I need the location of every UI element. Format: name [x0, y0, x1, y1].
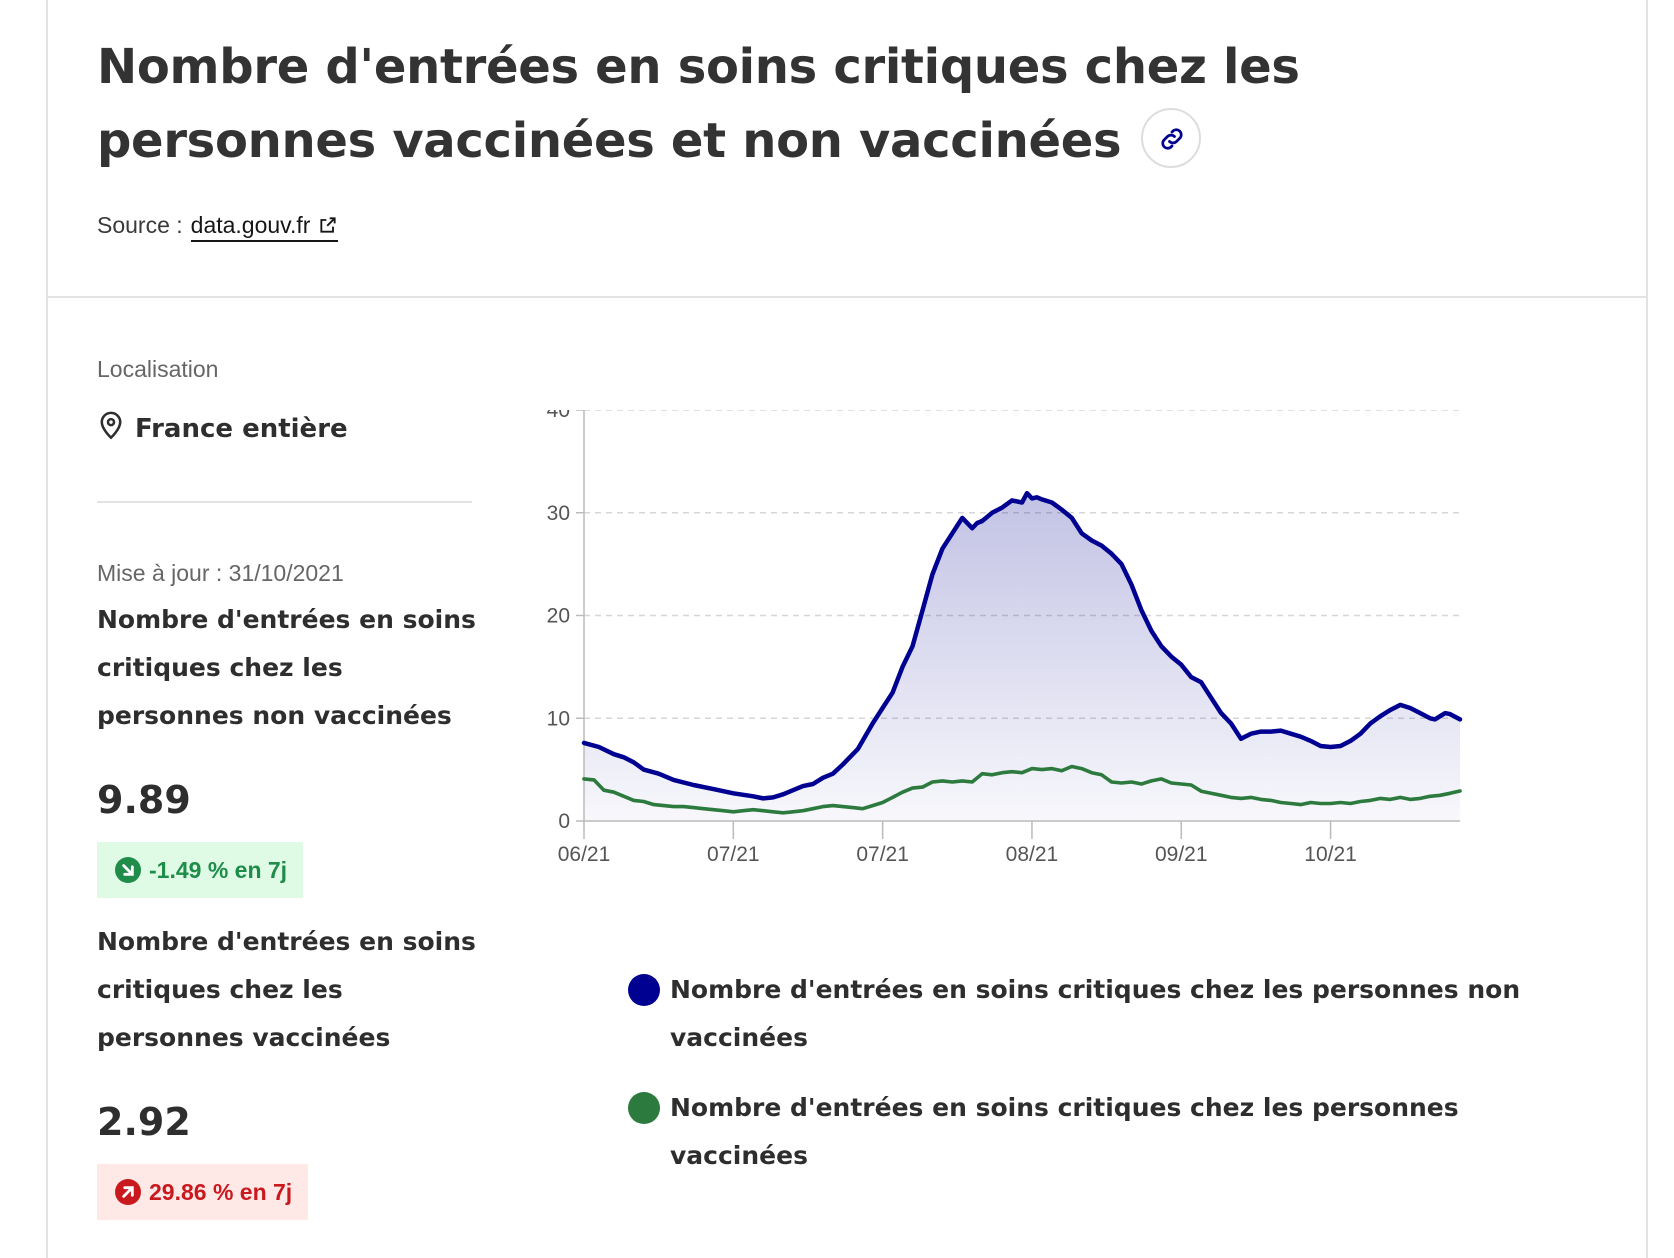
y-tick-label-20: 20 [547, 605, 570, 628]
sidebar-divider [97, 501, 472, 503]
arrow-down-right-icon [115, 857, 141, 883]
localisation-label: Localisation [97, 356, 219, 382]
series-line-0 [581, 490, 1463, 801]
x-tick-label-0: 06/21 [558, 843, 611, 866]
header-divider [46, 296, 1648, 298]
update-date: Mise à jour : 31/10/2021 [97, 560, 344, 586]
source-line: Source : data.gouv.fr [97, 212, 339, 242]
page-title-text: Nombre d'entrées en soins critiques chez… [97, 39, 1300, 169]
arrow-up-right-icon [115, 1179, 141, 1205]
copy-link-button[interactable] [1141, 108, 1202, 168]
kpi-title-vaccinated: Nombre d'entrées en soins critiques chez… [97, 927, 476, 1052]
kpi-trend-text-unvaccinated: -1.49 % en 7j [149, 857, 288, 883]
y-tick-label-30: 30 [547, 502, 570, 525]
page-title: Nombre d'entrées en soins critiques chez… [97, 30, 1387, 178]
kpi-value-vaccinated: 2.92 [97, 1100, 191, 1144]
tick-labels: 0 10 20 30 40 06/21 07/21 07/21 08/21 09/21 10/21 [547, 410, 1357, 866]
kpi-title-unvaccinated: Nombre d'entrées en soins critiques chez… [97, 605, 476, 730]
kpi-trend-badge-vaccinated: 29.86 % en 7j [97, 1164, 309, 1220]
location-selector: France entière [97, 410, 348, 444]
x-tick-label-5: 10/21 [1304, 843, 1357, 866]
kpi-trend-badge-unvaccinated: -1.49 % en 7j [97, 842, 304, 898]
kpi-trend-text-vaccinated: 29.86 % en 7j [149, 1179, 293, 1205]
legend-item-unvaccinated[interactable]: Nombre d'entrées en soins critiques chez… [628, 966, 1528, 1062]
chart-legend: Nombre d'entrées en soins critiques chez… [628, 966, 1528, 1180]
source-link-text[interactable]: data.gouv.fr [190, 212, 311, 238]
legend-label-unvaccinated: Nombre d'entrées en soins critiques chez… [670, 975, 1521, 1052]
line-chart: 0 10 20 30 40 06/21 07/21 07/21 08/21 09/21 10/21 [547, 410, 1463, 866]
location-name: France entière [135, 414, 348, 444]
y-tick-label-40: 40 [547, 410, 570, 422]
content-card [46, 0, 1648, 1258]
legend-dot-unvaccinated [628, 974, 660, 1006]
x-tick-label-3: 08/21 [1006, 843, 1059, 866]
x-tick-label-1: 07/21 [707, 843, 760, 866]
x-tick-label-4: 09/21 [1155, 843, 1208, 866]
source-label: Source : [97, 212, 183, 238]
external-link-icon [320, 217, 337, 233]
kpi-value-unvaccinated: 9.89 [97, 778, 191, 822]
link-icon [1161, 128, 1183, 150]
source-link[interactable]: data.gouv.fr [190, 212, 339, 242]
legend-item-vaccinated[interactable]: Nombre d'entrées en soins critiques chez… [628, 1084, 1528, 1180]
axes [576, 410, 1460, 839]
legend-dot-vaccinated [628, 1092, 660, 1124]
series-lines [581, 490, 1463, 815]
grid-lines [584, 410, 1460, 719]
map-pin-icon [100, 411, 122, 440]
y-tick-label-10: 10 [547, 707, 570, 730]
series-line-1 [582, 764, 1462, 815]
x-tick-label-2: 07/21 [856, 843, 909, 866]
y-tick-label-0: 0 [558, 810, 570, 833]
legend-label-vaccinated: Nombre d'entrées en soins critiques chez… [670, 1093, 1459, 1170]
